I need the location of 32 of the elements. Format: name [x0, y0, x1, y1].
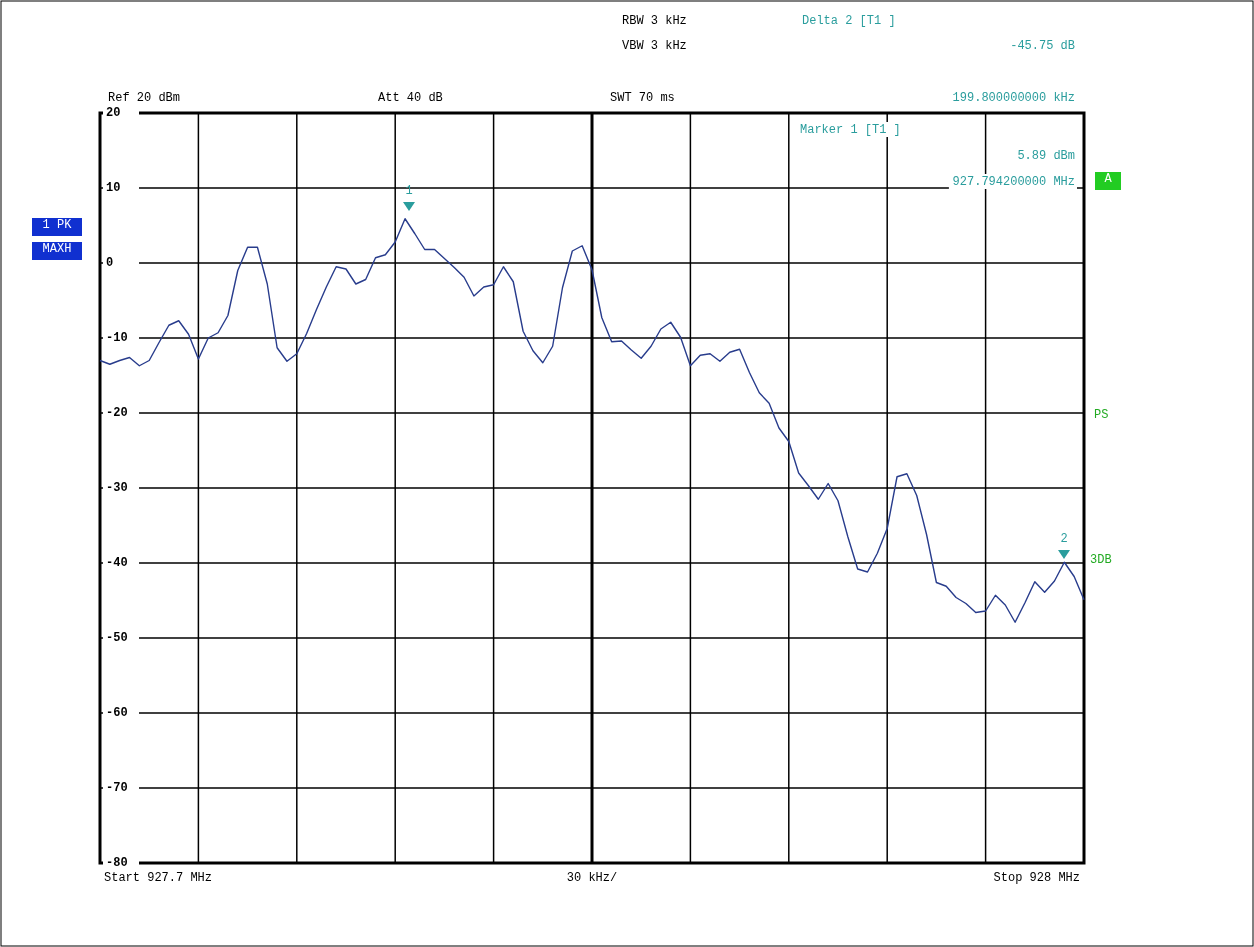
y-tick-label: 20: [106, 106, 121, 121]
y-tick-label: -30: [106, 481, 128, 496]
text: PS: [1094, 408, 1109, 422]
text: SWT 70 ms: [610, 91, 675, 105]
y-tick-label: -60: [106, 706, 128, 721]
y-tick-label: -40: [106, 556, 128, 571]
text: Stop 928 MHz: [993, 871, 1080, 885]
text: Ref 20 dBm: [108, 91, 181, 105]
text: MAXH: [42, 242, 72, 256]
y-tick-label: -10: [106, 331, 128, 346]
y-tick-label: 10: [106, 181, 121, 196]
text: 3DB: [1090, 553, 1112, 567]
text: 1 PK: [42, 218, 73, 232]
annotation: 2: [1060, 532, 1068, 546]
annotation: Marker 1 [T1 ]: [800, 123, 901, 137]
text: Start 927.7 MHz: [104, 871, 213, 885]
text: Delta 2 [T1 ]: [802, 14, 896, 28]
annotation: 5.89 dBm: [1017, 149, 1075, 163]
text: -45.75 dB: [1010, 39, 1075, 53]
text: VBW 3 kHz: [622, 39, 687, 53]
text: Att 40 dB: [378, 91, 443, 105]
line-series: [99, 218, 1085, 623]
text: 199.800000000 kHz: [952, 91, 1075, 105]
y-tick-label: 0: [106, 256, 114, 271]
annotation: 927.794200000 MHz: [952, 175, 1075, 189]
y-tick-label: -20: [106, 406, 128, 421]
y-tick-label: -80: [106, 856, 128, 871]
text: A: [1104, 172, 1113, 186]
y-tick-label: -70: [106, 781, 128, 796]
y-tick-label: -50: [106, 631, 128, 646]
text: 30 kHz/: [566, 871, 618, 885]
text: RBW 3 kHz: [622, 14, 687, 28]
